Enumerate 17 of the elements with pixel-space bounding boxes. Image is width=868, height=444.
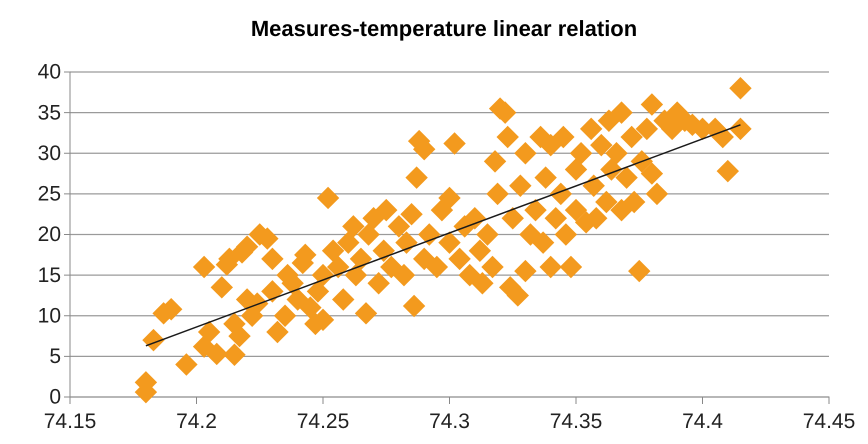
x-tick-label: 74.3 xyxy=(429,410,470,433)
x-tick-label: 74.35 xyxy=(550,410,602,433)
chart-title: Measures-temperature linear relation xyxy=(250,16,638,41)
y-tick-label: 15 xyxy=(38,264,61,287)
x-tick-label: 74.25 xyxy=(296,410,350,433)
y-tick-label: 5 xyxy=(49,345,61,368)
y-tick-label: 20 xyxy=(38,223,61,246)
x-tick-label: 74.4 xyxy=(682,410,724,433)
y-tick-label: 10 xyxy=(38,304,61,328)
y-tick-label: 25 xyxy=(38,182,61,206)
y-tick-label: 40 xyxy=(38,60,61,84)
x-tick-label: 74.2 xyxy=(176,410,217,433)
y-tick-label: 30 xyxy=(38,142,61,165)
x-tick-label: 74.45 xyxy=(802,410,856,433)
y-tick-label: 35 xyxy=(38,101,61,124)
y-tick-label: 0 xyxy=(49,386,61,409)
x-tick-label: 74.15 xyxy=(44,410,96,433)
